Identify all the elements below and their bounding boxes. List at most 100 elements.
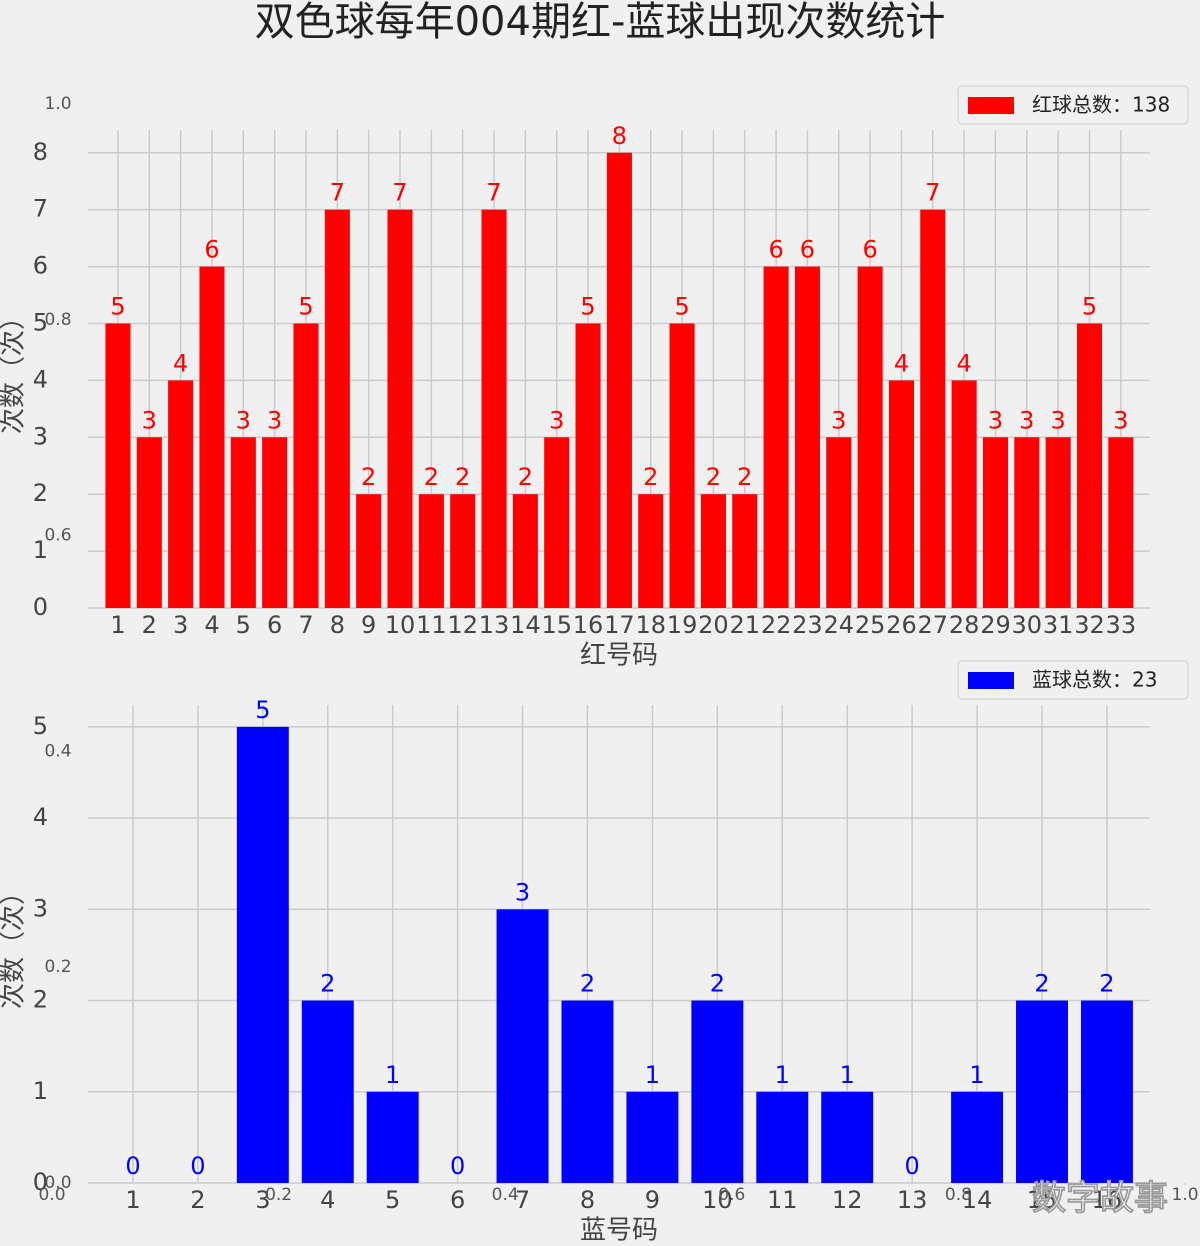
x-tick-label: 13 xyxy=(897,1186,928,1214)
legend-swatch xyxy=(968,672,1014,689)
bar xyxy=(136,437,162,608)
data-label: 3 xyxy=(1113,406,1128,434)
bar xyxy=(544,437,570,608)
bar xyxy=(496,909,549,1183)
x-tick-label: 10 xyxy=(702,1186,733,1214)
watermark: 数字故事 xyxy=(1032,1179,1168,1219)
x-tick-label: 5 xyxy=(385,1186,400,1214)
data-label: 0 xyxy=(450,1152,465,1180)
data-label: 7 xyxy=(486,179,501,207)
data-label: 3 xyxy=(267,406,282,434)
data-label: 6 xyxy=(800,236,815,264)
bar xyxy=(888,380,914,608)
ghost-x-tick-label: 0.2 xyxy=(265,1185,292,1205)
bar xyxy=(756,1091,809,1183)
y-tick-label: 0 xyxy=(33,1168,48,1196)
x-tick-label: 21 xyxy=(729,611,760,639)
x-tick-label: 4 xyxy=(320,1186,335,1214)
y-tick-label: 4 xyxy=(33,365,48,393)
y-axis-label: 次数（次） xyxy=(0,304,29,434)
y-tick-label: 0 xyxy=(33,593,48,621)
x-tick-label: 2 xyxy=(142,611,157,639)
data-label: 3 xyxy=(831,406,846,434)
data-label: 3 xyxy=(988,406,1003,434)
bar xyxy=(691,1000,744,1183)
data-label: 2 xyxy=(424,463,439,491)
data-label: 5 xyxy=(1082,292,1097,320)
x-tick-label: 3 xyxy=(173,611,188,639)
ghost-x-tick-label: 1.0 xyxy=(1171,1185,1198,1205)
bar xyxy=(982,437,1009,608)
y-tick-label: 2 xyxy=(33,479,48,507)
bar xyxy=(1014,437,1040,608)
x-tick-label: 33 xyxy=(1106,611,1137,639)
x-tick-label: 18 xyxy=(635,611,666,639)
data-label: 7 xyxy=(392,179,407,207)
data-label: 5 xyxy=(110,292,125,320)
y-tick-label: 2 xyxy=(33,986,48,1014)
bar xyxy=(366,1091,419,1183)
x-tick-label: 28 xyxy=(949,611,980,639)
data-label: 2 xyxy=(1034,970,1049,998)
bar xyxy=(857,266,883,608)
data-label: 2 xyxy=(710,970,725,998)
y-tick-label: 3 xyxy=(33,422,48,450)
y-axis-label: 次数（次） xyxy=(0,879,29,1009)
x-tick-label: 11 xyxy=(767,1186,798,1214)
data-label: 8 xyxy=(612,122,627,150)
bar xyxy=(230,437,256,608)
y-tick-label: 5 xyxy=(33,308,48,336)
x-tick-label: 16 xyxy=(573,611,604,639)
bar xyxy=(236,726,289,1183)
bar xyxy=(418,494,444,608)
y-tick-label: 1 xyxy=(33,536,48,564)
data-label: 4 xyxy=(956,349,971,377)
y-tick-label: 8 xyxy=(33,138,48,166)
figure-title: 双色球每年004期红-蓝球出现次数统计 xyxy=(255,0,946,45)
data-label: 5 xyxy=(255,696,270,724)
bar xyxy=(951,1091,1004,1183)
bar xyxy=(105,323,131,608)
data-label: 3 xyxy=(1019,406,1034,434)
bar xyxy=(669,323,695,608)
x-tick-label: 14 xyxy=(510,611,541,639)
y-tick-label: 6 xyxy=(33,252,48,280)
legend-swatch xyxy=(968,97,1014,114)
data-label: 3 xyxy=(549,406,564,434)
bar xyxy=(826,437,852,608)
data-label: 3 xyxy=(236,406,251,434)
ghost-x-tick-label: 0.6 xyxy=(718,1185,745,1205)
bar xyxy=(920,209,946,608)
data-label: 2 xyxy=(1099,970,1114,998)
y-tick-label: 7 xyxy=(33,195,48,223)
data-label: 5 xyxy=(674,292,689,320)
x-tick-label: 12 xyxy=(832,1186,863,1214)
x-axis-label: 蓝号码 xyxy=(580,1216,658,1246)
data-label: 2 xyxy=(320,970,335,998)
bar xyxy=(1108,437,1134,608)
ghost-y-tick-label: 1.0 xyxy=(44,94,71,114)
legend-label: 红球总数：138 xyxy=(1032,93,1170,117)
y-tick-label: 3 xyxy=(33,894,48,922)
bar xyxy=(293,323,319,608)
ghost-x-tick-label: 0.8 xyxy=(945,1185,972,1205)
bar xyxy=(168,380,194,608)
x-tick-label: 19 xyxy=(667,611,698,639)
bar xyxy=(700,494,726,608)
x-tick-label: 14 xyxy=(962,1186,993,1214)
data-label: 4 xyxy=(894,349,909,377)
bar xyxy=(1080,1000,1133,1183)
bar xyxy=(301,1000,354,1183)
data-label: 2 xyxy=(580,970,595,998)
data-label: 1 xyxy=(969,1061,984,1089)
bar xyxy=(1045,437,1071,608)
x-tick-label: 20 xyxy=(698,611,729,639)
x-tick-label: 3 xyxy=(255,1186,270,1214)
x-tick-label: 31 xyxy=(1043,611,1074,639)
ghost-y-tick-label: 0.6 xyxy=(44,526,71,546)
bar xyxy=(1016,1000,1068,1183)
y-tick-label: 4 xyxy=(33,803,48,831)
data-label: 2 xyxy=(361,463,376,491)
bar xyxy=(951,380,977,608)
